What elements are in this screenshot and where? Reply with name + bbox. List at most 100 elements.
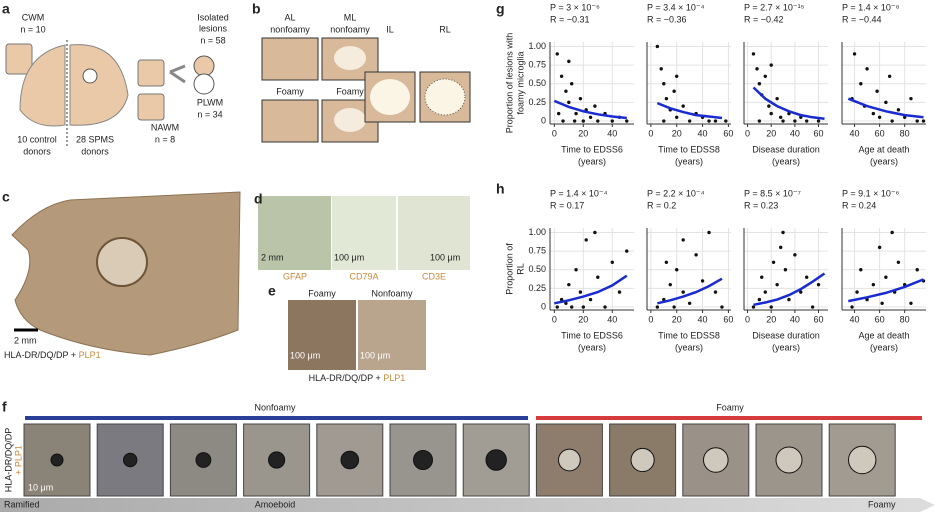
point bbox=[687, 119, 692, 123]
x-tick-label: 0 bbox=[745, 128, 750, 138]
x-tick-label: 20 bbox=[766, 128, 776, 138]
plot-area bbox=[842, 228, 926, 310]
point bbox=[915, 268, 919, 272]
fit-line bbox=[553, 99, 627, 120]
microglia-cell bbox=[485, 449, 507, 471]
stain: PLP1 bbox=[383, 373, 405, 383]
label: donors bbox=[23, 146, 51, 156]
x-tick-label: 20 bbox=[672, 314, 682, 324]
point bbox=[769, 63, 773, 67]
x-axis-label: Time to EDSS6 bbox=[561, 144, 623, 154]
stat-label: R = 0.24 bbox=[842, 200, 876, 210]
x-tick-label: 20 bbox=[766, 314, 776, 324]
plot: 0 20 40 60 P = 2.7 × 10⁻¹⁵ R = −0.42 Disease d… bbox=[743, 2, 828, 166]
x-axis-label: Age at death bbox=[858, 144, 909, 154]
lesion bbox=[82, 68, 98, 84]
x-tick-label: 0 bbox=[648, 314, 653, 324]
x-tick-label: 0 bbox=[552, 314, 557, 324]
x-axis-label: (years) bbox=[578, 156, 606, 166]
label: Foamy bbox=[308, 288, 336, 298]
x-tick-label: 60 bbox=[814, 314, 824, 324]
x-axis-label: (years) bbox=[772, 156, 800, 166]
nawm-block bbox=[137, 93, 165, 121]
plot-area bbox=[550, 42, 634, 124]
label: Foamy bbox=[716, 402, 744, 412]
scale-label: 100 μm bbox=[430, 252, 460, 262]
point bbox=[763, 74, 767, 78]
point bbox=[596, 119, 600, 123]
point bbox=[855, 290, 859, 294]
plot: 0 20 40 60 P = 3.4 × 10⁻⁴ R = −0.36 Time to ED… bbox=[646, 2, 733, 166]
point bbox=[687, 301, 692, 305]
point bbox=[700, 279, 705, 283]
stat-label: P = 3 × 10⁻⁶ bbox=[550, 2, 600, 12]
x-tick-label: 80 bbox=[900, 314, 910, 324]
scale-label: 2 mm bbox=[14, 335, 37, 345]
point bbox=[875, 89, 879, 93]
panel-label: d bbox=[254, 191, 263, 207]
point bbox=[555, 305, 559, 309]
point bbox=[755, 67, 759, 71]
point bbox=[596, 275, 600, 279]
label: lesions bbox=[199, 23, 228, 33]
foamy-image bbox=[288, 300, 356, 370]
ml-core bbox=[334, 108, 366, 132]
point bbox=[884, 275, 888, 279]
point bbox=[787, 297, 791, 302]
microglia-cell bbox=[123, 452, 138, 468]
label: Nonfoamy bbox=[254, 402, 296, 412]
plot: 40 60 80 P = 1.4 × 10⁻⁸ R = −0.44 Age at deat… bbox=[841, 2, 926, 166]
y-axis-label: Proportion of bbox=[504, 243, 514, 295]
point bbox=[769, 111, 773, 116]
x-axis-label: Age at death bbox=[858, 330, 909, 340]
stat-label: P = 2.7 × 10⁻¹⁵ bbox=[744, 2, 805, 12]
stat-label: P = 9.1 × 10⁻⁶ bbox=[842, 188, 900, 198]
point bbox=[871, 111, 876, 116]
microglia-cell bbox=[268, 451, 286, 469]
stat-label: R = −0.42 bbox=[744, 14, 784, 24]
point bbox=[555, 52, 559, 56]
point bbox=[865, 67, 869, 71]
stat-label: P = 2.2 × 10⁻⁴ bbox=[647, 188, 705, 198]
point bbox=[760, 275, 764, 279]
point bbox=[574, 268, 578, 272]
y-axis-label: foamy microglia bbox=[515, 51, 525, 114]
plot: 40 60 80 P = 9.1 × 10⁻⁶ R = 0.24 Age at death… bbox=[841, 188, 926, 352]
label: PLWM bbox=[197, 97, 223, 107]
point bbox=[655, 44, 660, 49]
point bbox=[574, 111, 578, 116]
stain-label: HLA-DR/DQ/DP + PLP1 bbox=[4, 350, 101, 360]
point bbox=[751, 305, 756, 309]
point bbox=[757, 119, 762, 123]
foamy-bar bbox=[536, 416, 922, 420]
microglia-cell bbox=[848, 445, 877, 475]
scale-label: 100 μm bbox=[360, 350, 390, 360]
label: CD79A bbox=[349, 271, 378, 281]
label: RL bbox=[439, 24, 451, 34]
point bbox=[890, 230, 894, 235]
point bbox=[769, 305, 773, 309]
plot-area bbox=[647, 228, 731, 310]
cd79a-image bbox=[332, 196, 396, 270]
x-tick-label: 40 bbox=[698, 314, 708, 324]
point bbox=[880, 301, 884, 305]
panel-label: a bbox=[2, 1, 10, 17]
plot-area bbox=[550, 228, 634, 310]
microglia-cell bbox=[340, 450, 360, 470]
point bbox=[793, 253, 797, 257]
x-axis-label: Time to EDSS6 bbox=[561, 330, 623, 340]
label: n = 34 bbox=[197, 109, 222, 119]
point bbox=[799, 290, 803, 294]
point bbox=[564, 89, 568, 93]
label: Foamy bbox=[336, 86, 364, 96]
point bbox=[668, 282, 672, 287]
point bbox=[859, 268, 863, 272]
point bbox=[588, 297, 593, 302]
point bbox=[610, 119, 614, 123]
label: Amoeboid bbox=[255, 499, 296, 509]
panel-label: c bbox=[2, 189, 10, 205]
point bbox=[757, 82, 762, 86]
label: Foamy bbox=[276, 86, 304, 96]
point bbox=[561, 119, 565, 123]
nonfoamy-bar bbox=[25, 416, 528, 420]
